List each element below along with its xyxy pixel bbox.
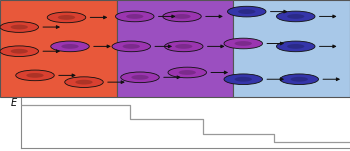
Circle shape xyxy=(0,22,38,32)
Circle shape xyxy=(168,67,206,78)
Circle shape xyxy=(121,72,159,83)
Bar xyxy=(117,0,233,97)
Circle shape xyxy=(224,38,262,49)
Circle shape xyxy=(276,11,315,22)
Circle shape xyxy=(0,46,38,56)
Circle shape xyxy=(75,80,93,85)
Circle shape xyxy=(234,41,252,46)
Circle shape xyxy=(175,44,192,49)
Circle shape xyxy=(61,44,79,49)
Circle shape xyxy=(164,41,203,52)
Circle shape xyxy=(122,44,140,49)
Bar xyxy=(233,0,350,97)
Circle shape xyxy=(234,77,252,82)
Circle shape xyxy=(10,49,28,54)
Circle shape xyxy=(16,70,54,81)
Circle shape xyxy=(290,77,308,82)
Circle shape xyxy=(26,73,44,78)
Circle shape xyxy=(238,9,256,14)
Circle shape xyxy=(126,14,144,19)
Circle shape xyxy=(131,75,149,80)
Circle shape xyxy=(173,14,191,19)
Circle shape xyxy=(112,41,150,52)
Text: E: E xyxy=(10,98,17,108)
Bar xyxy=(0,0,117,97)
Circle shape xyxy=(163,11,201,22)
Circle shape xyxy=(116,11,154,22)
Circle shape xyxy=(10,25,28,29)
Circle shape xyxy=(65,77,103,87)
Circle shape xyxy=(280,74,318,85)
Circle shape xyxy=(287,14,304,19)
Circle shape xyxy=(58,15,75,20)
Circle shape xyxy=(228,6,266,17)
Circle shape xyxy=(178,70,196,75)
Circle shape xyxy=(287,44,304,49)
Circle shape xyxy=(276,41,315,52)
Circle shape xyxy=(51,41,89,52)
Circle shape xyxy=(224,74,262,85)
Circle shape xyxy=(47,12,86,23)
